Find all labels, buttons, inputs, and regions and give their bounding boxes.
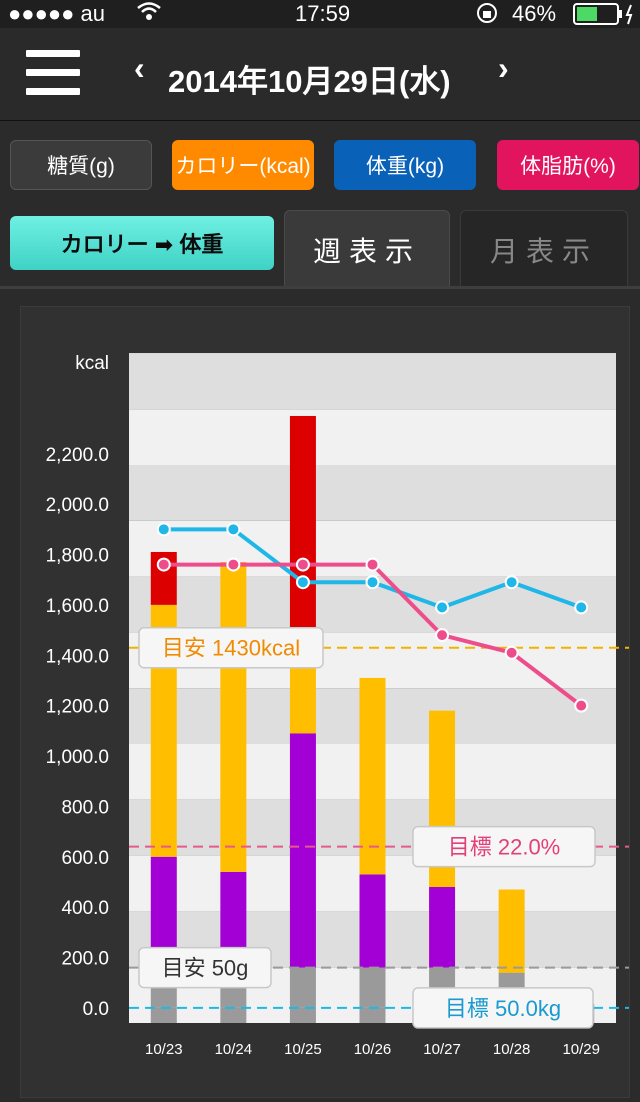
weight-line-point (436, 601, 448, 613)
y-tick-label: 1,000.0 (46, 747, 109, 768)
body-fat-line-point (575, 700, 587, 712)
bar-segment (151, 1008, 177, 1023)
battery-percent: 46% (512, 1, 556, 27)
y-tick-label: 200.0 (61, 949, 109, 970)
prev-day-button[interactable]: ‹ (134, 50, 145, 87)
carrier-label: ●●●●● au (8, 1, 105, 27)
reference-label: 目標 22.0% (448, 835, 561, 860)
calorie-weight-button[interactable]: カロリー ➡ 体重 (10, 216, 274, 270)
tab-month[interactable]: 月表示 (460, 210, 628, 288)
header-bar: ‹ 2014年10月29日(水) › (0, 28, 640, 121)
calorie-chart: kcal 2,200.0 2,000.0 1,800.0 1,600.0 1,400.0 1… (21, 307, 629, 1097)
weight-line-point (227, 523, 239, 535)
x-tick-label: 10/26 (354, 1041, 392, 1058)
x-tick-label: 10/25 (284, 1041, 322, 1058)
x-tick-label: 10/28 (493, 1041, 531, 1058)
weight-line-point (575, 601, 587, 613)
next-day-button[interactable]: › (498, 50, 509, 87)
plot-band (129, 409, 616, 465)
bar-segment (290, 668, 316, 733)
tab-week[interactable]: 週表示 (284, 210, 450, 288)
body-fat-line-point (227, 559, 239, 571)
weight-line-point (367, 576, 379, 588)
rotation-lock-icon (476, 2, 498, 30)
weight-chip[interactable]: 体重(kg) (334, 140, 476, 190)
y-tick-label: 2,200.0 (46, 445, 109, 466)
y-tick-label: 0.0 (83, 999, 109, 1020)
reference-label: 目安 1430kcal (162, 636, 300, 661)
plot-band (129, 353, 616, 409)
body-fat-line-point (436, 629, 448, 641)
bar-segment (360, 874, 386, 967)
plot-band (129, 465, 616, 521)
x-tick-label: 10/23 (145, 1041, 183, 1058)
y-tick-label: 1,800.0 (46, 546, 109, 567)
bar-segment (360, 968, 386, 1008)
bar-segment (290, 1008, 316, 1023)
bar-segment (290, 968, 316, 1008)
clock: 17:59 (295, 1, 350, 27)
y-tick-label: 800.0 (61, 797, 109, 818)
x-tick-label: 10/27 (423, 1041, 461, 1058)
bar-segment (290, 733, 316, 967)
y-tick-label: 2,000.0 (46, 495, 109, 516)
bar-segment (499, 890, 525, 973)
body-fat-line-point (506, 647, 518, 659)
y-tick-label: 1,200.0 (46, 697, 109, 718)
menu-icon[interactable] (26, 50, 80, 96)
bar-segment (429, 887, 455, 968)
wifi-icon (136, 0, 162, 30)
calorie-chip[interactable]: カロリー(kcal) (172, 140, 314, 190)
reference-label: 目安 50g (162, 956, 249, 981)
weight-line-point (297, 576, 309, 588)
battery-icon (573, 3, 637, 31)
y-tick-label: 1,400.0 (46, 646, 109, 667)
body-fat-line-point (297, 559, 309, 571)
bar-segment (360, 678, 386, 874)
body-fat-line-point (367, 559, 379, 571)
body-fat-line-point (158, 559, 170, 571)
status-bar: ●●●●● au 17:59 46% (0, 0, 640, 28)
x-tick-label: 10/24 (215, 1041, 253, 1058)
y-tick-label: 600.0 (61, 848, 109, 869)
bar-segment (220, 1008, 246, 1023)
y-tick-label: 400.0 (61, 898, 109, 919)
y-axis-label: kcal (75, 353, 109, 374)
carb-chip[interactable]: 糖質(g) (10, 140, 152, 190)
tab-divider (0, 286, 640, 289)
tab-bar: カロリー ➡ 体重 週表示 月表示 (0, 208, 640, 288)
reference-label: 目標 50.0kg (445, 996, 561, 1021)
date-title: 2014年10月29日(水) (168, 56, 451, 101)
chart-panel: kcal 2,200.0 2,000.0 1,800.0 1,600.0 1,400.0 1… (20, 306, 630, 1098)
bar-segment (360, 1008, 386, 1023)
y-tick-label: 1,600.0 (46, 596, 109, 617)
weight-line-point (506, 576, 518, 588)
bar-segment (220, 562, 246, 872)
body-fat-chip[interactable]: 体脂肪(%) (497, 140, 639, 190)
weight-line-point (158, 523, 170, 535)
x-tick-label: 10/29 (562, 1041, 600, 1058)
